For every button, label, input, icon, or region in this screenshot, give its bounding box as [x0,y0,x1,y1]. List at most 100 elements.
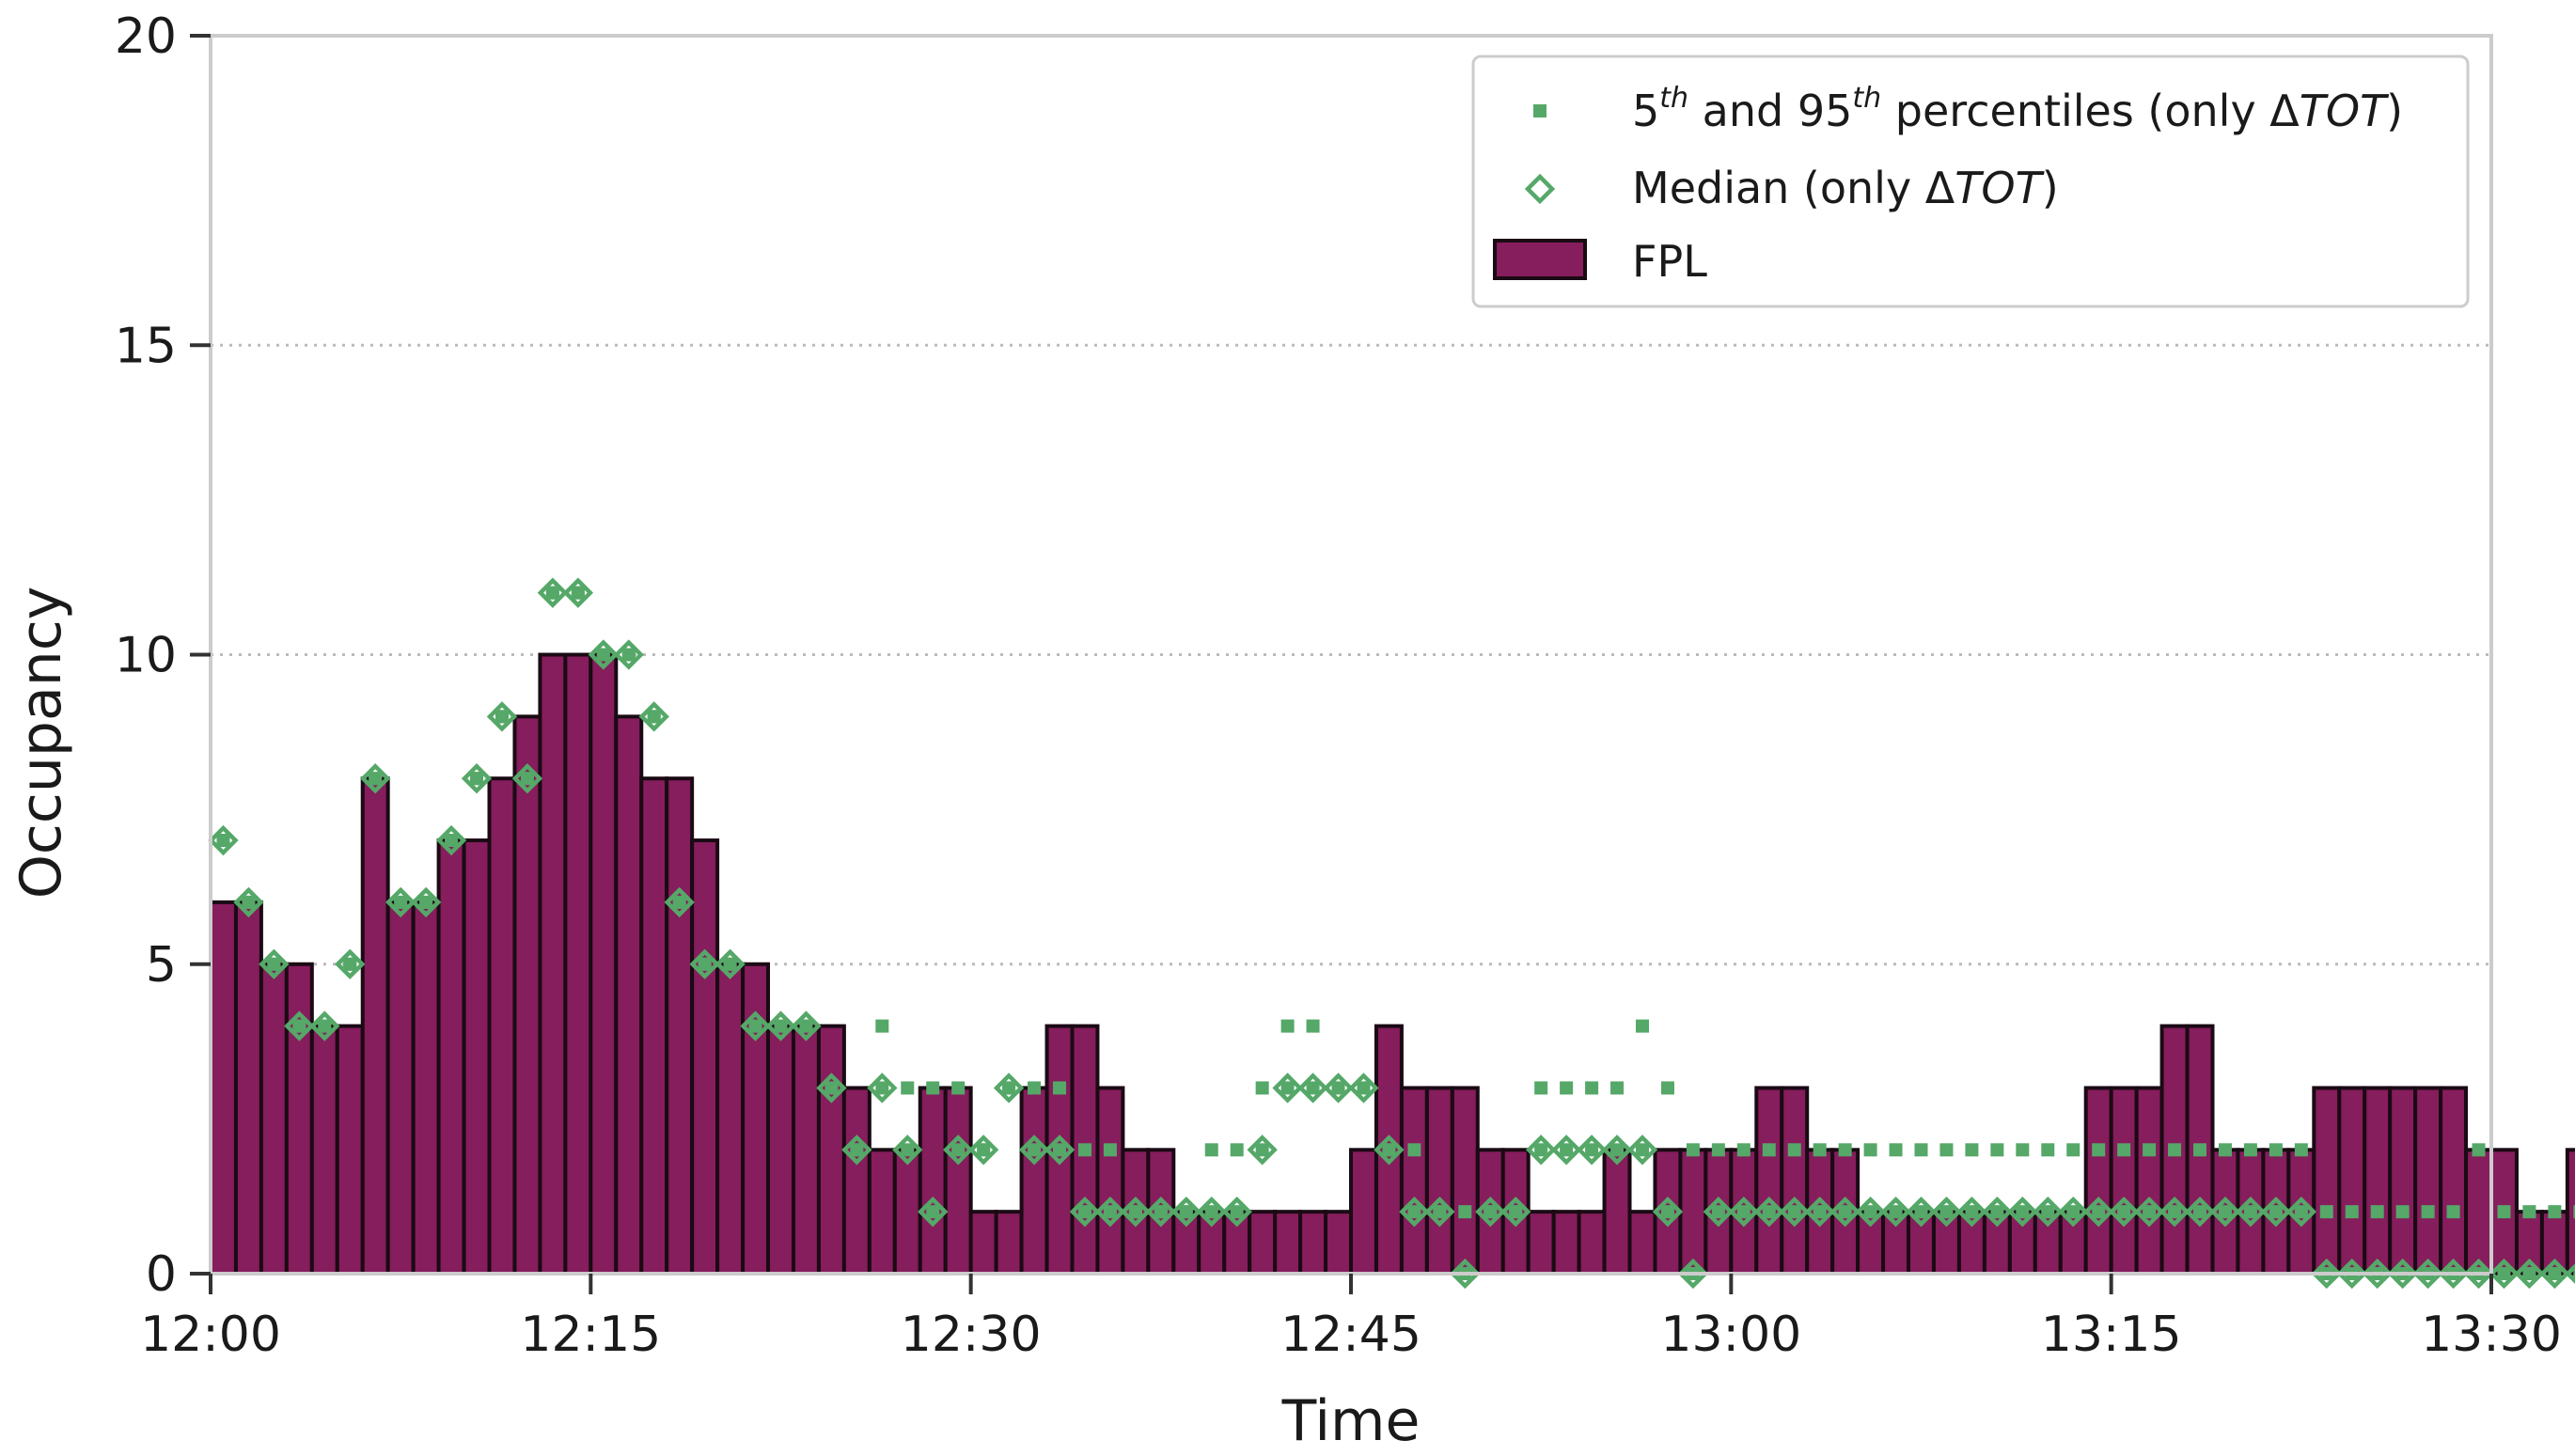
fpl-bar [462,838,492,1276]
percentile-marker [1509,1205,1523,1219]
percentile-marker [1787,1205,1801,1219]
percentile-marker [1280,1019,1295,1033]
percentile-marker [1255,1081,1269,1095]
median-marker [410,886,442,918]
percentile-marker [2117,1143,2131,1157]
fpl-bar [841,1086,871,1276]
percentile-marker [2294,1205,2308,1219]
percentile-marker [2143,1143,2157,1157]
percentile-marker [1838,1143,1852,1157]
percentile-marker [2573,1205,2575,1219]
percentile-marker [951,1081,966,1095]
median-marker [1348,1072,1379,1104]
percentile-marker [901,1143,915,1157]
fpl-bar [2083,1086,2113,1276]
grid-lines [211,343,2491,966]
fpl-bar [385,900,416,1276]
percentile-marker [1560,1143,1574,1157]
fpl-bar [741,962,771,1276]
median-marker [1475,1196,1506,1228]
fpl-bar [1019,1086,1049,1276]
fpl-bar [1273,1210,1303,1276]
fpl-bar [1678,1148,1708,1276]
fpl-bar [259,962,289,1276]
fpl-bars [209,652,2575,1276]
median-marker [1094,1196,1126,1228]
fpl-bar [639,776,669,1276]
percentile-marker [2193,1143,2207,1157]
median-marker [2108,1196,2140,1228]
median-marker [2209,1196,2241,1228]
fpl-bar [1298,1210,1328,1276]
x-tick-label: 12:15 [520,1307,661,1363]
fpl-bar [2363,1086,2393,1276]
percentile-marker [1585,1143,1599,1157]
fpl-bar [2565,1148,2575,1276]
percentile-marker [1357,1081,1371,1095]
median-marker [1450,1258,1481,1290]
fpl-bar [1349,1148,1378,1276]
median-marker [1500,1196,1531,1228]
median-marker [791,1010,822,1041]
percentile-marker [1053,1081,1067,1095]
percentile-marker [1154,1205,1168,1219]
percentile-marker [2548,1205,2562,1219]
fpl-bar [867,1148,897,1276]
percentile-marker [1736,1143,1751,1157]
percentile-marker [1965,1143,1979,1157]
fpl-bar [563,652,593,1276]
percentile-marker [2041,1205,2055,1219]
percentile-marker [875,1081,889,1095]
legend-fpl-swatch [1493,239,1587,280]
fpl-bar [1627,1210,1657,1276]
fpl-bar [2312,1086,2342,1276]
percentile-marker [2066,1143,2080,1157]
median-marker [233,886,264,918]
percentile-marker [1762,1143,1776,1157]
percentile-marker [343,957,357,971]
percentile-marker [1382,1143,1396,1157]
legend-frame [1471,55,2470,308]
median-marker [435,824,467,856]
percentile-marker [1407,1143,1421,1157]
percentile-marker [292,1019,306,1033]
percentile-marker [1939,1143,1954,1157]
percentile-marker [2548,1267,2562,1280]
percentile-marker [1585,1081,1599,1095]
percentile-marker [2243,1143,2257,1157]
percentile-marker [1889,1205,1903,1219]
percentile-marker [1028,1143,1042,1157]
fpl-bar [715,962,746,1276]
fpl-bar [1095,1086,1125,1276]
percentile-marker [2345,1205,2359,1219]
percentile-marker [1002,1081,1016,1095]
median-marker [1931,1196,1962,1228]
median-marker [765,1010,796,1041]
percentile-marker [1306,1019,1320,1033]
fpl-bar [436,838,466,1276]
percentile-marker [926,1081,940,1095]
median-marker [2362,1258,2393,1290]
fpl-bar [690,838,720,1276]
percentile-marker [723,957,737,971]
median-marker [1728,1196,1759,1228]
percentile-marker [2573,1267,2575,1280]
fpl-bar [2413,1086,2443,1276]
median-marker [2336,1258,2367,1290]
percentile-marker [1990,1205,2004,1219]
median-marker [867,1072,898,1104]
fpl-bar [2388,1086,2418,1276]
percentile-marker [2117,1205,2131,1219]
percentile-marker [2016,1143,2030,1157]
median-marker [1576,1135,1608,1166]
percentile-marker [1736,1205,1751,1219]
x-tick-label: 12:45 [1280,1307,1421,1363]
median-marker [1069,1196,1101,1228]
percentile-marker [2421,1205,2435,1219]
median-marker [1170,1196,1201,1228]
percentile-marker [672,895,686,909]
percentile-marker [1077,1205,1091,1219]
percentile-marker [2370,1205,2384,1219]
percentile-marker [1635,1019,1649,1033]
x-tick-label: 13:15 [2041,1307,2182,1363]
